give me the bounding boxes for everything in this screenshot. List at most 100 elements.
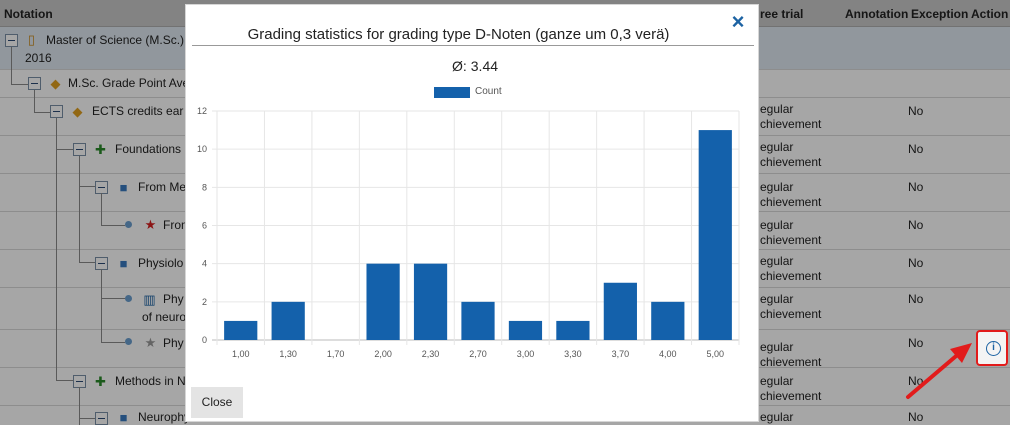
tree-line xyxy=(56,118,57,380)
tree-line xyxy=(34,90,35,112)
row-label-line2: 2016 xyxy=(25,51,52,65)
bar xyxy=(224,320,258,340)
close-icon[interactable]: × xyxy=(731,9,745,34)
free-trial-cell: egular xyxy=(760,374,794,388)
bar xyxy=(271,301,305,340)
exception-cell: No xyxy=(908,180,924,194)
free-trial-cell-line2: chievement xyxy=(760,269,822,283)
tree-line xyxy=(11,84,28,85)
free-trial-cell: egular xyxy=(760,254,794,268)
free-trial-cell-line2: chievement xyxy=(760,195,822,209)
exception-cell: No xyxy=(908,410,924,424)
row-label: Methods in N xyxy=(115,374,186,388)
title-divider xyxy=(192,45,754,46)
exception-cell: No xyxy=(908,142,924,156)
dialog-title: Grading statistics for grading type D-No… xyxy=(247,26,670,43)
grading-statistics-dialog: Grading statistics for grading type D-No… xyxy=(185,4,759,422)
exception-cell: No xyxy=(908,374,924,388)
tree-line xyxy=(79,387,80,425)
tree-dot xyxy=(125,338,132,345)
free-trial-cell-line2: chievement xyxy=(760,233,822,247)
free-trial-cell: egular xyxy=(760,140,794,154)
free-trial-cell: egular xyxy=(760,340,794,354)
average-line: Ø: 3.44 xyxy=(186,58,760,74)
row-label: M.Sc. Grade Point Ave xyxy=(68,76,190,90)
row-label: Foundations xyxy=(115,142,182,156)
row-label-line2: of neuro xyxy=(142,310,187,324)
tree-line xyxy=(79,262,95,263)
exception-cell: No xyxy=(908,104,924,118)
document-icon: ▯ xyxy=(27,32,36,47)
tree-line xyxy=(79,418,95,419)
medal-icon: ★ xyxy=(144,335,157,350)
collapse-toggle[interactable] xyxy=(50,105,63,118)
y-tick-label: 6 xyxy=(202,221,207,231)
collapse-toggle[interactable] xyxy=(73,143,86,156)
free-trial-cell: egular xyxy=(760,102,794,116)
free-trial-cell-line2: chievement xyxy=(760,117,822,131)
tree-line xyxy=(56,380,73,381)
bar xyxy=(651,301,685,340)
tree-line xyxy=(34,112,50,113)
exception-cell: No xyxy=(908,218,924,232)
x-tick-label: 3,30 xyxy=(564,349,582,359)
red-arrow-annotation xyxy=(906,343,972,399)
row-label: From Me xyxy=(138,180,186,194)
x-tick-label: 1,70 xyxy=(327,349,345,359)
tree-line xyxy=(79,186,95,187)
tree-line xyxy=(101,193,102,225)
header-exception[interactable]: Exception xyxy=(911,7,969,21)
free-trial-cell-line2: chievement xyxy=(760,155,822,169)
legend-swatch[interactable] xyxy=(434,87,470,98)
row-label: Phy xyxy=(163,336,184,350)
info-icon: i xyxy=(986,341,1001,356)
y-tick-label: 0 xyxy=(202,335,207,345)
header-free-trial[interactable]: ree trial xyxy=(760,7,804,21)
tree-dot xyxy=(125,221,132,228)
bar xyxy=(413,263,448,340)
y-tick-label: 12 xyxy=(197,106,207,116)
tag-icon: ◆ xyxy=(72,104,83,119)
book-icon: ▥ xyxy=(143,292,156,307)
row-label: ECTS credits ear xyxy=(92,104,184,118)
x-tick-label: 1,30 xyxy=(279,349,297,359)
info-button[interactable]: i xyxy=(976,330,1008,366)
row-label: Master of Science (M.Sc.) xyxy=(46,33,185,47)
legend-label[interactable]: Count xyxy=(475,86,502,97)
bar xyxy=(508,320,543,340)
header-action[interactable]: Action xyxy=(971,7,1009,21)
row-label: Phy xyxy=(163,292,184,306)
x-tick-label: 4,00 xyxy=(659,349,677,359)
row-label: Physiolo xyxy=(138,256,184,270)
bar xyxy=(603,282,637,340)
row-label: From xyxy=(163,218,191,232)
y-tick-label: 10 xyxy=(197,144,207,154)
tree-line xyxy=(101,298,125,299)
free-trial-cell: egular xyxy=(760,180,794,194)
average-value: 3.44 xyxy=(470,58,499,74)
exception-cell: No xyxy=(908,336,924,350)
collapse-toggle[interactable] xyxy=(28,77,41,90)
free-trial-cell-line2: chievement xyxy=(760,307,822,321)
tree-line xyxy=(79,156,80,262)
bar xyxy=(556,320,590,340)
x-tick-label: 1,00 xyxy=(232,349,250,359)
x-tick-label: 3,70 xyxy=(612,349,630,359)
header-notation[interactable]: Notation xyxy=(4,7,53,21)
medal-icon: ★ xyxy=(144,217,157,232)
header-annotation[interactable]: Annotation xyxy=(845,7,909,21)
tag-icon: ◆ xyxy=(50,76,61,91)
y-tick-label: 8 xyxy=(202,182,207,192)
tree-line xyxy=(101,269,102,342)
blocks-icon: ■ xyxy=(119,256,128,271)
collapse-toggle[interactable] xyxy=(5,34,18,47)
close-button[interactable]: Close xyxy=(191,387,243,418)
exception-cell: No xyxy=(908,256,924,270)
tree-line xyxy=(101,225,125,226)
y-tick-label: 4 xyxy=(202,259,207,269)
x-tick-label: 2,70 xyxy=(469,349,487,359)
bar xyxy=(698,130,732,340)
blocks-icon: ■ xyxy=(119,180,128,195)
puzzle-icon: ✚ xyxy=(95,142,106,157)
tree-line xyxy=(56,149,73,150)
